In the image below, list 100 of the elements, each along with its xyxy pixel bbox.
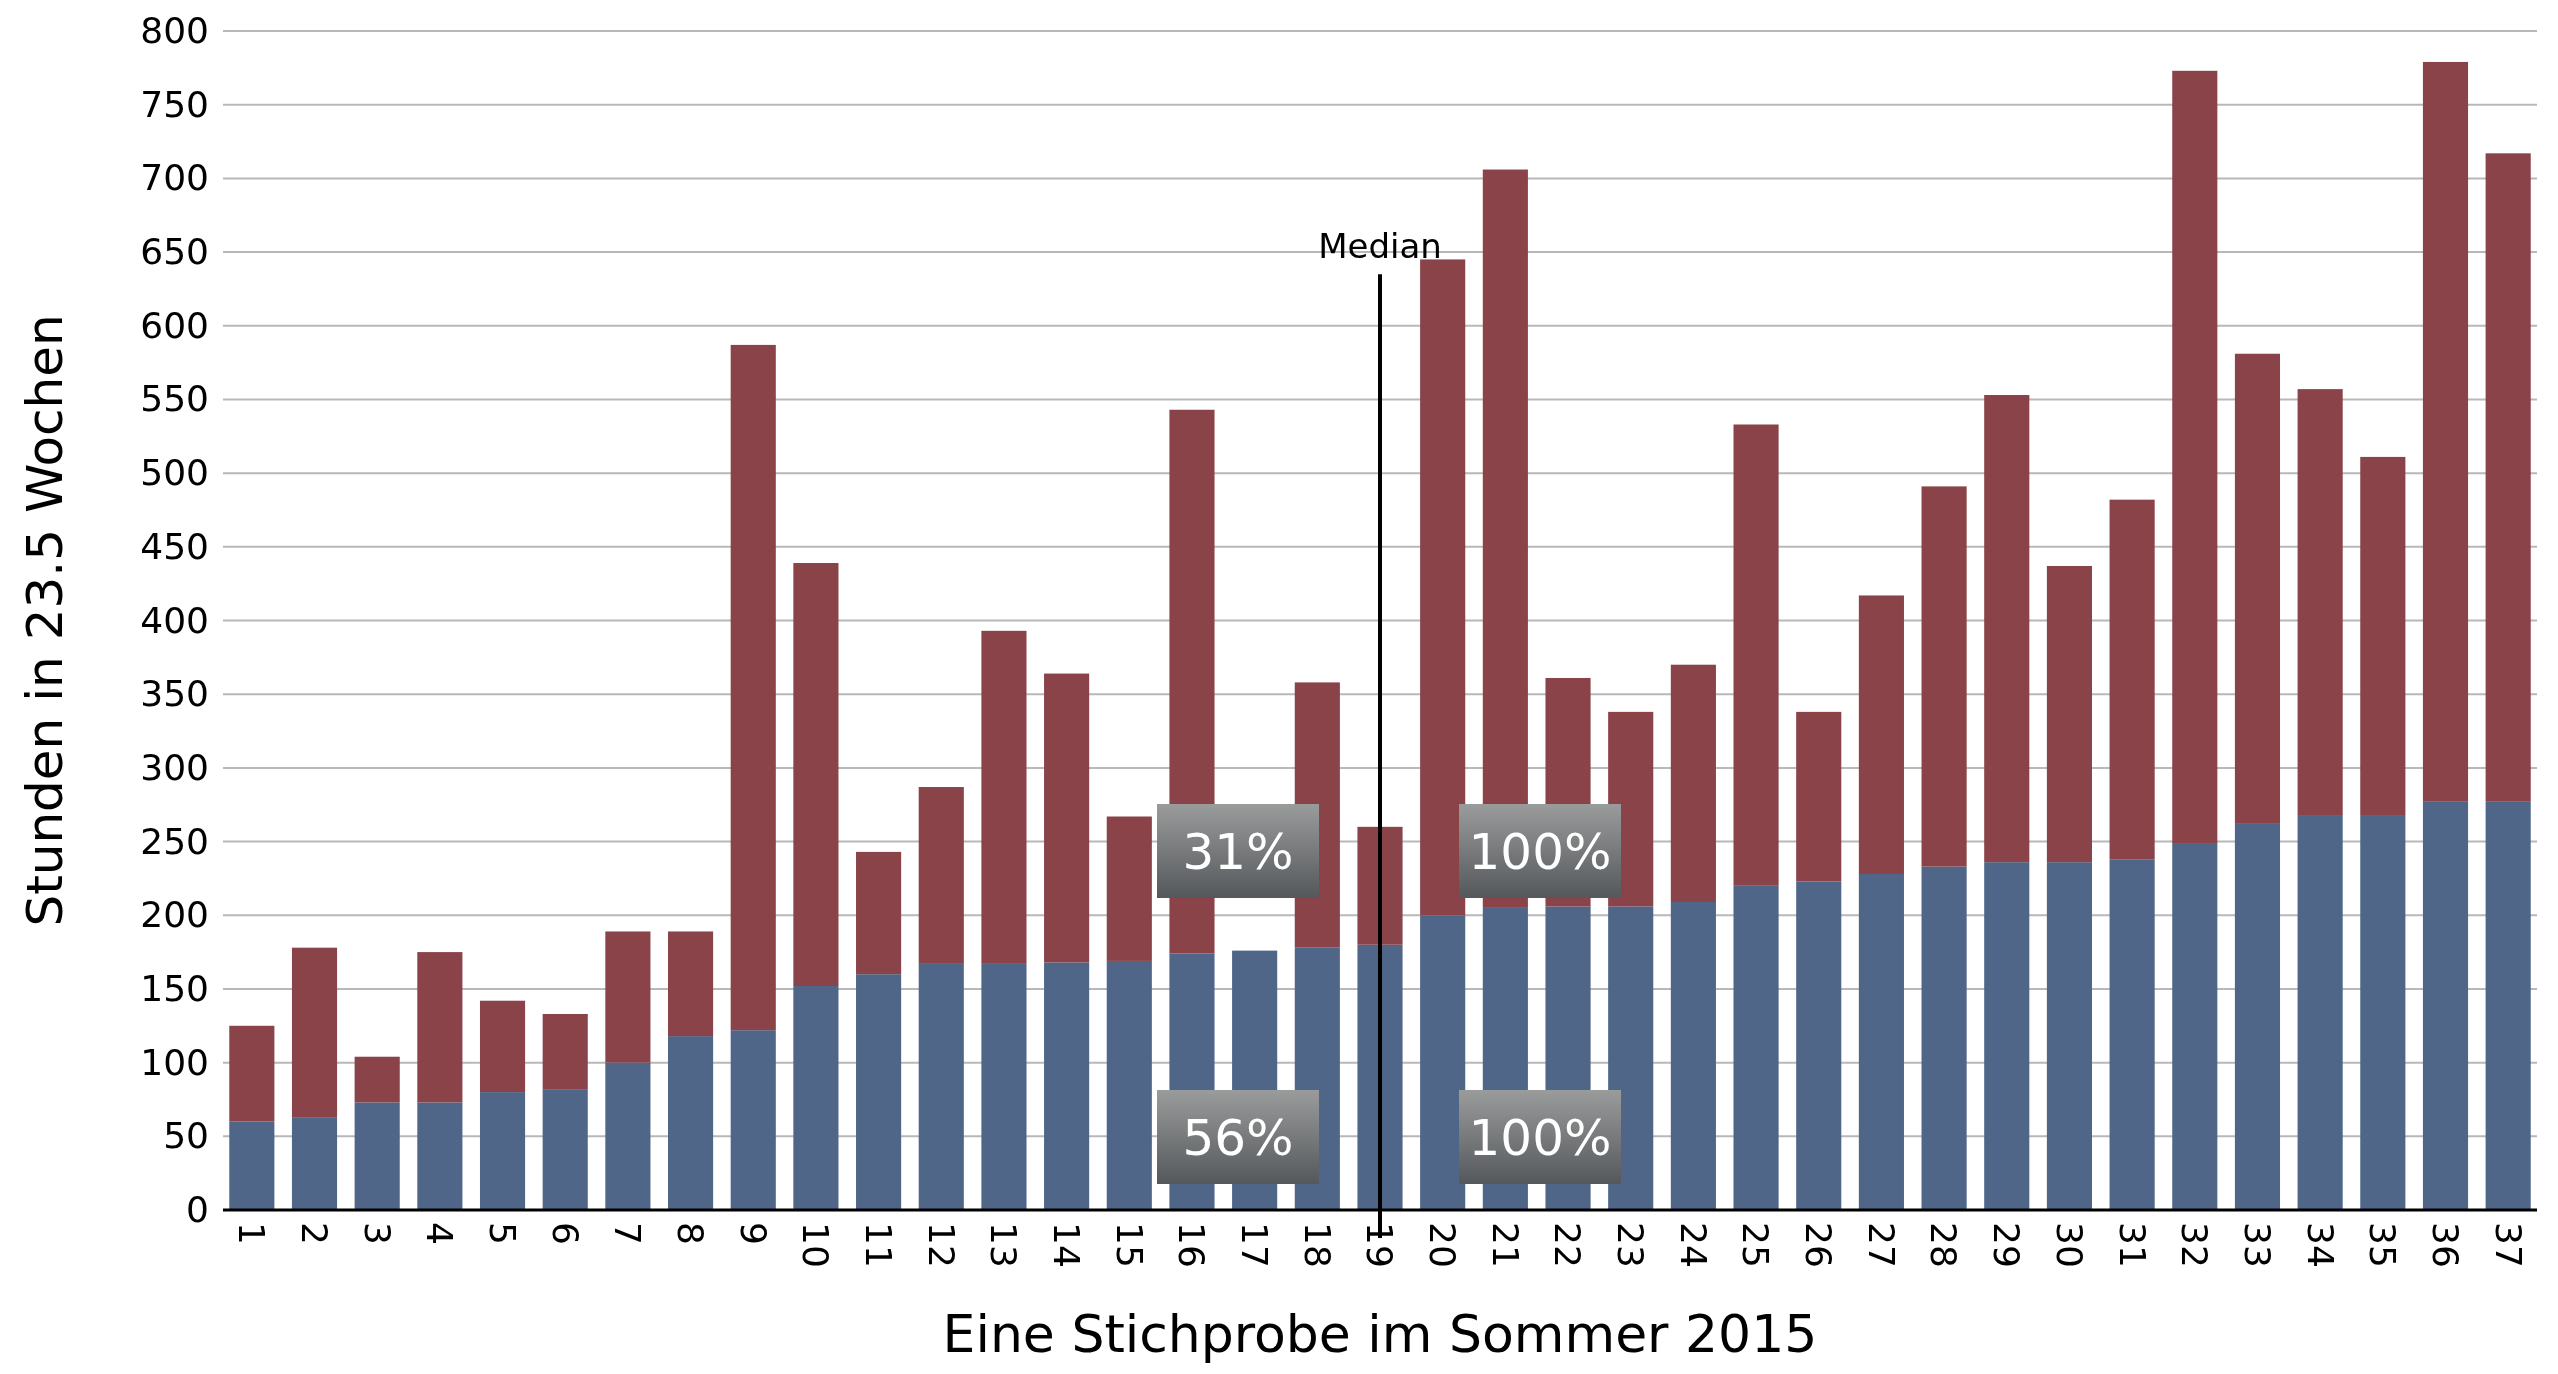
bar bbox=[1858, 595, 1904, 874]
annotation: 56% bbox=[1182, 1109, 1294, 1167]
x-tick-label: 35 bbox=[2362, 1222, 2404, 1268]
bar bbox=[2422, 801, 2469, 1210]
x-tick-label: 9 bbox=[732, 1222, 774, 1245]
x-tick-label: 23 bbox=[1610, 1222, 1652, 1268]
y-tick-label: 750 bbox=[140, 83, 209, 125]
bar bbox=[730, 1030, 776, 1210]
bar bbox=[2360, 456, 2406, 816]
x-tick-label: 37 bbox=[2487, 1222, 2529, 1268]
x-tick-label: 31 bbox=[2111, 1222, 2153, 1268]
x-tick-label: 8 bbox=[669, 1222, 711, 1245]
bar bbox=[229, 1025, 275, 1122]
y-tick-label: 250 bbox=[140, 820, 209, 862]
bar bbox=[2360, 815, 2406, 1210]
bar bbox=[918, 787, 964, 964]
bar bbox=[605, 1062, 651, 1210]
bar bbox=[2297, 389, 2343, 816]
x-tick-label: 5 bbox=[481, 1222, 523, 1245]
bar bbox=[417, 952, 463, 1103]
bar bbox=[2485, 801, 2531, 1210]
bar bbox=[1921, 866, 1967, 1210]
bar bbox=[542, 1013, 588, 1090]
bar bbox=[2046, 565, 2092, 863]
bar bbox=[1796, 711, 1842, 882]
bar bbox=[1984, 862, 2030, 1210]
bar bbox=[2172, 843, 2218, 1210]
bar bbox=[918, 963, 964, 1210]
y-axis-title: Stunden in 23.5 Wochen bbox=[16, 314, 74, 927]
annotation: 31% bbox=[1182, 823, 1294, 881]
y-tick-label: 650 bbox=[140, 231, 209, 273]
bar bbox=[605, 931, 651, 1063]
bar bbox=[291, 947, 338, 1118]
bar bbox=[2485, 153, 2531, 802]
x-tick-label: 21 bbox=[1484, 1222, 1526, 1268]
y-tick-label: 600 bbox=[140, 304, 209, 346]
x-tick-label: 7 bbox=[607, 1222, 649, 1245]
bar bbox=[479, 1000, 526, 1093]
x-tick-label: 4 bbox=[419, 1222, 461, 1245]
x-tick-label: 2 bbox=[293, 1222, 335, 1245]
x-tick-label: 36 bbox=[2424, 1222, 2466, 1268]
bar bbox=[1733, 424, 1779, 886]
x-tick-label: 15 bbox=[1108, 1222, 1150, 1268]
x-tick-label: 25 bbox=[1735, 1222, 1777, 1268]
x-tick-label: 3 bbox=[356, 1222, 398, 1245]
bar bbox=[1357, 944, 1403, 1210]
bar bbox=[354, 1056, 400, 1103]
bar bbox=[2234, 823, 2281, 1210]
bar bbox=[1420, 915, 1466, 1210]
x-axis-title: Eine Stichprobe im Sommer 2015 bbox=[942, 1304, 1818, 1364]
annotation: 100% bbox=[1468, 1109, 1612, 1167]
x-tick-label: 19 bbox=[1359, 1222, 1401, 1268]
x-tick-label: 12 bbox=[920, 1222, 962, 1268]
x-tick-label: 26 bbox=[1798, 1222, 1840, 1268]
bar bbox=[2297, 815, 2343, 1210]
bar bbox=[542, 1089, 588, 1210]
x-tick-label: 27 bbox=[1860, 1222, 1902, 1268]
x-tick-label: 34 bbox=[2299, 1222, 2341, 1268]
bar bbox=[668, 931, 714, 1037]
x-tick-label: 10 bbox=[795, 1222, 837, 1268]
x-tick-label: 30 bbox=[2048, 1222, 2090, 1268]
bar bbox=[856, 974, 902, 1210]
bar bbox=[1733, 885, 1779, 1210]
x-tick-label: 13 bbox=[983, 1222, 1025, 1268]
x-tick-label: 32 bbox=[2174, 1222, 2216, 1268]
y-tick-label: 0 bbox=[186, 1189, 209, 1231]
bar bbox=[1420, 259, 1466, 916]
x-tick-label: 17 bbox=[1234, 1222, 1276, 1268]
x-tick-label: 24 bbox=[1672, 1222, 1714, 1268]
x-tick-label: 1 bbox=[231, 1222, 273, 1245]
bar bbox=[2046, 862, 2092, 1210]
bar bbox=[1921, 486, 1967, 867]
x-tick-label: 6 bbox=[544, 1222, 586, 1245]
x-tick-label: 14 bbox=[1046, 1222, 1088, 1268]
bar bbox=[354, 1102, 400, 1210]
y-tick-label: 800 bbox=[140, 10, 209, 52]
bar bbox=[856, 851, 902, 975]
bar bbox=[291, 1117, 338, 1210]
y-tick-label: 300 bbox=[140, 746, 209, 788]
bar bbox=[1357, 826, 1403, 945]
x-tick-label: 20 bbox=[1422, 1222, 1464, 1268]
bar bbox=[1608, 906, 1654, 1210]
bar bbox=[1106, 816, 1152, 961]
ref-line-label: Median bbox=[1318, 226, 1442, 267]
bar bbox=[229, 1121, 275, 1210]
y-tick-label: 100 bbox=[140, 1041, 209, 1083]
bar bbox=[2109, 859, 2155, 1210]
x-tick-label: 11 bbox=[857, 1222, 899, 1268]
bar bbox=[1670, 901, 1716, 1210]
bar bbox=[730, 344, 776, 1031]
y-tick-label: 200 bbox=[140, 894, 209, 936]
y-tick-label: 450 bbox=[140, 525, 209, 567]
bar bbox=[1858, 873, 1904, 1210]
y-tick-label: 50 bbox=[163, 1115, 209, 1157]
x-tick-label: 18 bbox=[1296, 1222, 1338, 1268]
bar bbox=[793, 563, 839, 986]
bar bbox=[1106, 960, 1152, 1210]
bar bbox=[981, 963, 1027, 1210]
x-tick-label: 28 bbox=[1923, 1222, 1965, 1268]
bar bbox=[2109, 499, 2155, 860]
